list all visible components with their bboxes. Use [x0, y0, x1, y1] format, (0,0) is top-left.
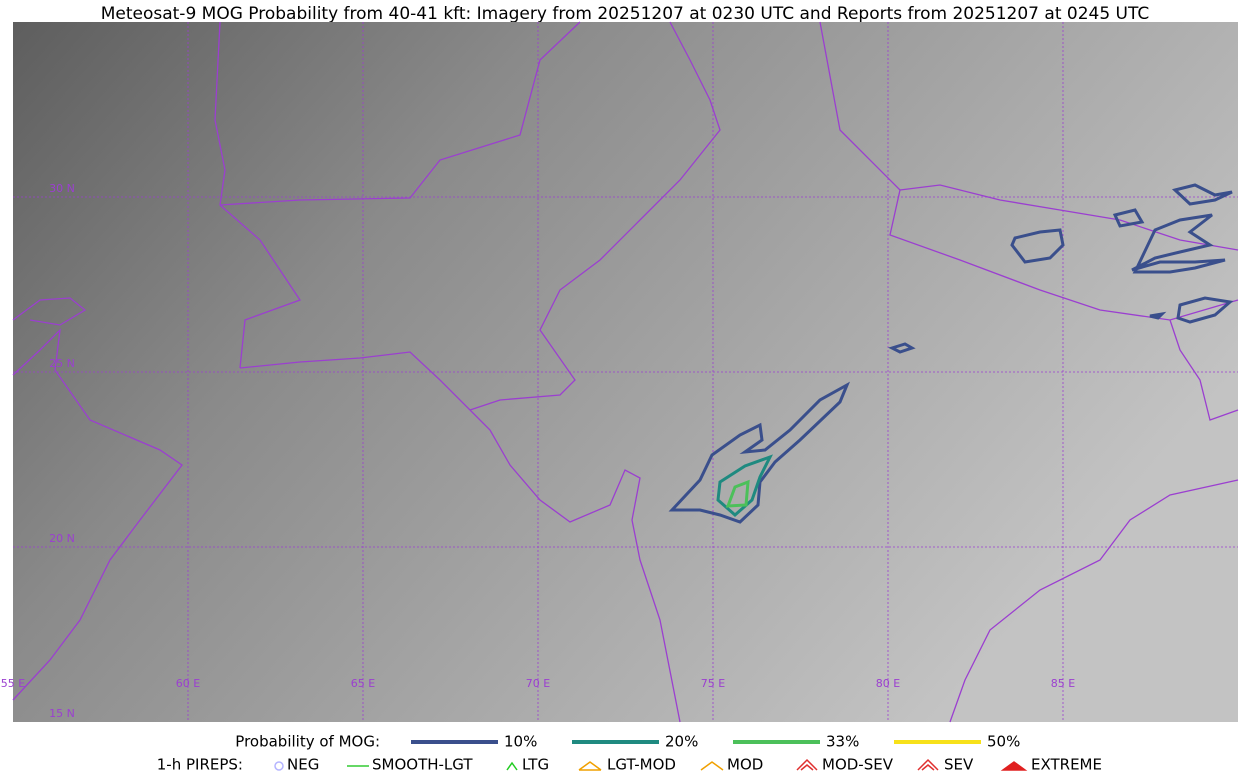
- lon-label: 60 E: [176, 677, 200, 690]
- legend-label: EXTREME: [1031, 756, 1102, 774]
- legend-label: 50%: [987, 733, 1020, 751]
- lon-label: 85 E: [1051, 677, 1075, 690]
- map: 55 E 60 E 65 E 70 E 75 E 80 E 85 E 30 N 25 N 20 N…: [1, 21, 1239, 723]
- legend-label: SEV: [944, 756, 974, 774]
- pirep-icon: [917, 758, 939, 771]
- pirep-icon: [274, 761, 284, 771]
- lat-label: 20 N: [49, 532, 75, 545]
- pirep-icon: [700, 761, 724, 771]
- lon-label: 55 E: [1, 677, 25, 690]
- legend-label: 20%: [665, 733, 698, 751]
- lon-label: 70 E: [526, 677, 550, 690]
- lon-label: 65 E: [351, 677, 375, 690]
- legend-title: 1-h PIREPS:: [157, 756, 243, 774]
- legend-label: 10%: [504, 733, 537, 751]
- pirep-icon: [506, 761, 518, 771]
- legend-label: MOD: [727, 756, 763, 774]
- legend-label: 33%: [826, 733, 859, 751]
- lon-label: 80 E: [876, 677, 900, 690]
- lon-label: 75 E: [701, 677, 725, 690]
- pirep-icon: [1000, 761, 1028, 771]
- legend-label: MOD-SEV: [822, 756, 894, 774]
- pirep-icon: [578, 761, 602, 771]
- legend: Probability of MOG: 1-h PIREPS: 10% 20% 33…: [157, 733, 1102, 774]
- lat-label: 15 N: [49, 707, 75, 720]
- legend-title: Probability of MOG:: [235, 733, 380, 751]
- legend-label: NEG: [287, 756, 319, 774]
- mog-contours: [668, 183, 1234, 524]
- legend-label: LTG: [522, 756, 549, 774]
- pirep-icon: [796, 758, 818, 771]
- lat-label: 25 N: [49, 357, 75, 370]
- legend-label: SMOOTH-LGT: [372, 756, 473, 774]
- coastlines: [12, 21, 1239, 723]
- legend-label: LGT-MOD: [607, 756, 676, 774]
- graticule: 55 E 60 E 65 E 70 E 75 E 80 E 85 E 30 N 25 N 20 N…: [1, 22, 1238, 722]
- title: Meteosat-9 MOG Probability from 40-41 kf…: [101, 4, 1150, 24]
- lat-label: 30 N: [49, 182, 75, 195]
